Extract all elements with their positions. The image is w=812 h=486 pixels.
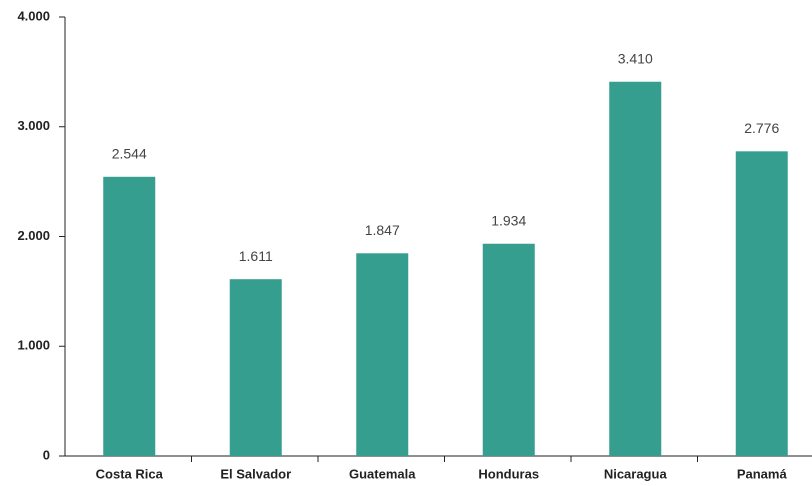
bar [482,243,535,456]
bar [609,81,662,456]
bar [229,279,282,456]
bar [735,151,788,457]
value-label: 1.847 [365,222,400,238]
bar [103,176,156,456]
y-tick-label: 3.000 [17,118,50,133]
y-tick-label: 2.000 [17,228,50,243]
value-label: 2.776 [744,120,779,136]
y-tick-label: 4.000 [17,8,50,23]
bar [356,253,409,456]
y-tick-label: 1.000 [17,338,50,353]
value-label: 1.611 [239,248,273,264]
x-tick-label: Panamá [737,466,788,481]
x-tick-label: Costa Rica [96,466,164,481]
x-tick-label: El Salvador [220,466,291,481]
value-label: 2.544 [112,145,147,161]
value-label: 3.410 [618,50,653,66]
x-tick-label: Honduras [478,466,539,481]
x-tick-label: Guatemala [349,466,416,481]
x-tick-label: Nicaragua [604,466,668,481]
value-label: 1.934 [491,212,526,228]
y-tick-label: 0 [43,447,50,462]
